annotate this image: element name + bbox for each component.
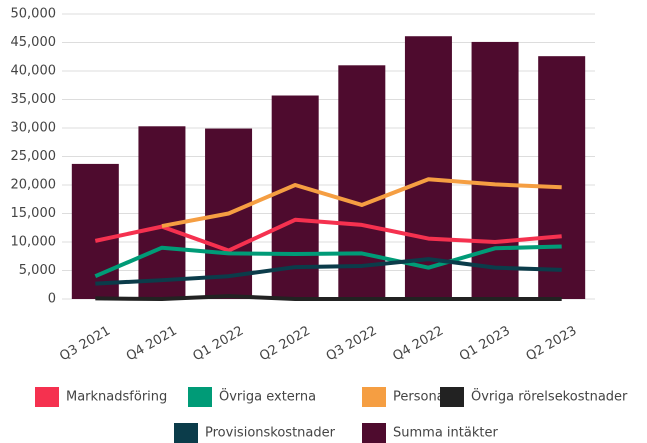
line bbox=[95, 257, 562, 286]
legend-swatch bbox=[174, 423, 198, 443]
bar bbox=[538, 56, 586, 300]
legend-label: Övriga rörelsekostnader bbox=[471, 388, 628, 405]
bar bbox=[404, 36, 452, 299]
legend-label: Övriga externa bbox=[219, 388, 316, 405]
y-tick-label: 5,000 bbox=[19, 263, 56, 278]
y-tick-label: 35,000 bbox=[11, 92, 57, 107]
y-tick-label: 50,000 bbox=[11, 7, 57, 22]
line bbox=[161, 177, 562, 229]
legend-swatch bbox=[440, 387, 464, 407]
legend-label: Marknadsföring bbox=[66, 390, 167, 405]
x-tick-label: Q3 2021 bbox=[57, 324, 113, 365]
y-tick-label: 15,000 bbox=[11, 206, 57, 221]
legend-swatch bbox=[362, 387, 386, 407]
line bbox=[94, 217, 562, 253]
x-tick-label: Q4 2022 bbox=[390, 324, 446, 365]
legend-swatch bbox=[35, 387, 59, 407]
legend-label: Personal bbox=[393, 390, 448, 405]
x-tick-label: Q1 2023 bbox=[457, 324, 513, 365]
y-tick-label: 10,000 bbox=[11, 235, 57, 250]
x-tick-label: Q2 2022 bbox=[257, 324, 313, 365]
y-tick-label: 45,000 bbox=[11, 35, 57, 50]
y-tick-label: 25,000 bbox=[11, 149, 57, 164]
legend-label: Provisionskostnader bbox=[205, 426, 336, 441]
y-tick-label: 40,000 bbox=[11, 64, 57, 79]
x-tick-label: Q2 2023 bbox=[524, 324, 580, 365]
bar bbox=[471, 41, 519, 300]
legend-swatch bbox=[362, 423, 386, 443]
bar bbox=[338, 65, 386, 299]
bar bbox=[71, 163, 119, 299]
x-tick-label: Q3 2022 bbox=[324, 324, 380, 365]
line bbox=[94, 244, 562, 279]
y-tick-label: 30,000 bbox=[11, 121, 57, 136]
legend-swatch bbox=[188, 387, 212, 407]
x-tick-label: Q4 2021 bbox=[124, 324, 180, 365]
legend-label: Summa intäkter bbox=[393, 426, 498, 441]
x-tick-label: Q1 2022 bbox=[191, 324, 247, 365]
y-tick-label: 20,000 bbox=[11, 178, 57, 193]
line bbox=[95, 294, 562, 301]
y-tick-label: 0 bbox=[48, 292, 56, 307]
bar bbox=[138, 126, 186, 299]
